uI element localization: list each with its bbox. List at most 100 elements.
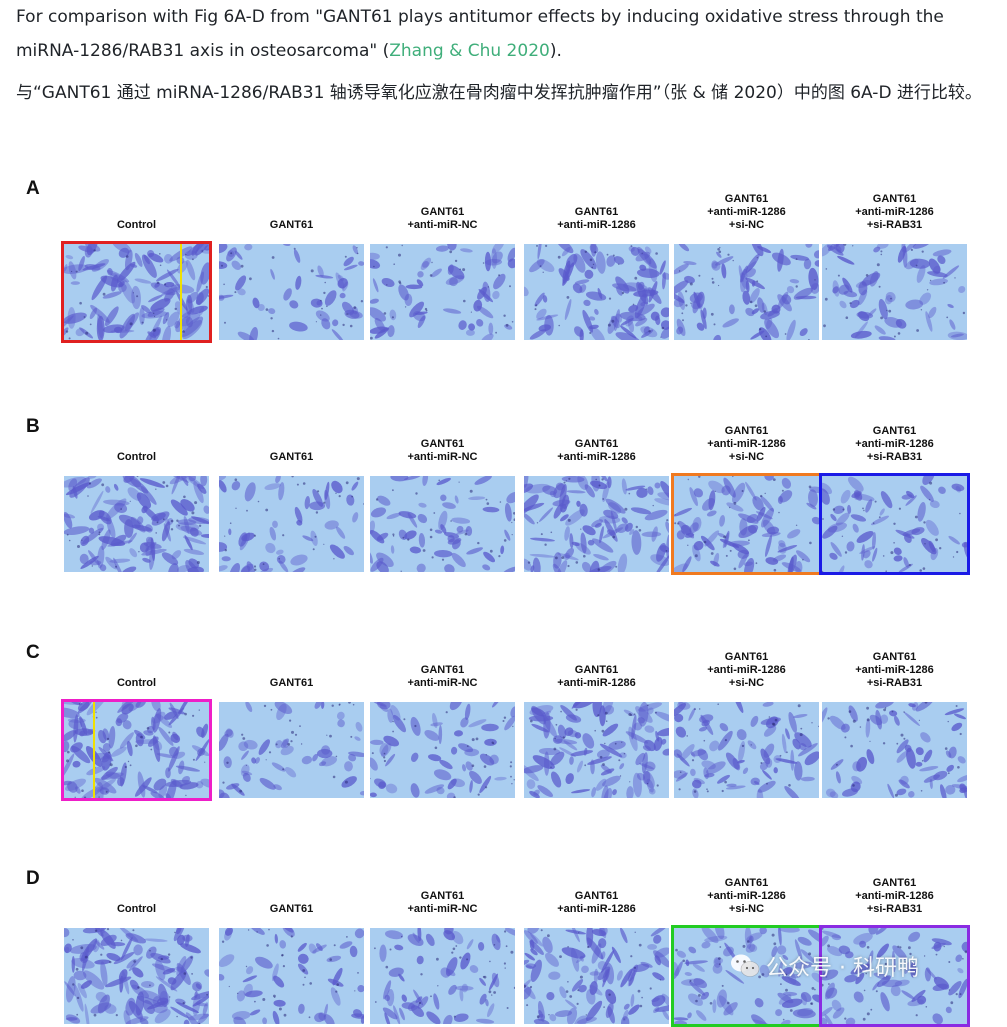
- column-label-line: +anti-miR-1286: [557, 219, 636, 231]
- column-label-line: GANT61: [269, 219, 314, 231]
- column-label-line: GANT61: [724, 193, 769, 205]
- column-label-line: +anti-miR-1286: [557, 451, 636, 463]
- column-label-line: +anti-miR-NC: [407, 677, 478, 689]
- micrograph-image: [822, 702, 967, 798]
- micrograph-image: [674, 476, 819, 572]
- column-label-line: +si-NC: [728, 451, 765, 463]
- column-label: Control: [62, 677, 212, 690]
- column-label-line: GANT61: [420, 664, 465, 676]
- column-label: GANT61 +anti-miR-1286 +si-RAB31: [820, 425, 970, 464]
- column-label-line: GANT61: [872, 425, 917, 437]
- column-label: GANT61 +anti-miR-1286 +si-RAB31: [820, 651, 970, 690]
- column-label-line: +anti-miR-1286: [557, 903, 636, 915]
- column-label-line: Control: [116, 219, 157, 231]
- column-label-line: GANT61: [724, 425, 769, 437]
- column-label: GANT61: [217, 677, 367, 690]
- micrograph-image: [64, 928, 209, 1024]
- column-label-line: +anti-miR-1286: [707, 206, 786, 218]
- micrograph-image: [822, 244, 967, 340]
- citation-link[interactable]: Zhang & Chu 2020: [389, 41, 550, 61]
- chinese-caption: 与“GANT61 通过 miRNA-1286/RAB31 轴诱导氧化应激在骨肉瘤…: [16, 83, 982, 103]
- column-label: GANT61: [217, 219, 367, 232]
- column-label-line: +si-NC: [728, 677, 765, 689]
- watermark: 公众号 · 科研鸭: [730, 951, 919, 981]
- column-label-line: +si-RAB31: [866, 451, 923, 463]
- wechat-icon: [731, 954, 760, 977]
- panel-c: C Control GANT61 GANT61 +anti-miR-NC GANT61 +a…: [20, 606, 985, 806]
- intro-text: For comparison with Fig 6A-D from "GANT6…: [16, 0, 991, 110]
- yellow-divider-line: [93, 702, 95, 798]
- column-label: GANT61 +anti-miR-1286 +si-NC: [672, 877, 822, 916]
- column-label-line: Control: [116, 451, 157, 463]
- micrograph-image: [524, 928, 669, 1024]
- column-label-line: +si-RAB31: [866, 219, 923, 231]
- column-label-line: +anti-miR-NC: [407, 903, 478, 915]
- column-label-line: GANT61: [269, 903, 314, 915]
- column-label: GANT61 +anti-miR-1286: [522, 438, 672, 464]
- micrograph-image: [524, 476, 669, 572]
- micrograph-image: [524, 702, 669, 798]
- column-label: GANT61 +anti-miR-NC: [368, 206, 518, 232]
- column-label-line: +si-NC: [728, 219, 765, 231]
- column-label-line: +anti-miR-1286: [707, 664, 786, 676]
- column-label: GANT61 +anti-miR-1286 +si-NC: [672, 193, 822, 232]
- caption-text-end: ).: [549, 41, 562, 61]
- column-label-line: GANT61: [574, 206, 619, 218]
- panel-letter: C: [26, 642, 40, 663]
- column-label: GANT61 +anti-miR-NC: [368, 890, 518, 916]
- column-label: GANT61 +anti-miR-1286 +si-NC: [672, 425, 822, 464]
- column-label: GANT61 +anti-miR-NC: [368, 664, 518, 690]
- yellow-divider-line: [180, 244, 182, 340]
- micrograph-image: [370, 702, 515, 798]
- column-label-line: +anti-miR-1286: [855, 206, 934, 218]
- panel-letter: B: [26, 416, 40, 437]
- micrograph-image: [64, 244, 209, 340]
- panel-letter: D: [26, 868, 40, 889]
- column-label-line: GANT61: [872, 877, 917, 889]
- micrograph-image: [524, 244, 669, 340]
- micrograph-image: [822, 476, 967, 572]
- column-label-line: GANT61: [420, 438, 465, 450]
- column-label: GANT61 +anti-miR-1286 +si-RAB31: [820, 193, 970, 232]
- column-label-line: +anti-miR-1286: [707, 890, 786, 902]
- micrograph-image: [370, 244, 515, 340]
- column-label: GANT61 +anti-miR-1286: [522, 664, 672, 690]
- micrograph-image: [370, 476, 515, 572]
- column-label-line: GANT61: [269, 451, 314, 463]
- column-label-line: +anti-miR-1286: [557, 677, 636, 689]
- column-label-line: GANT61: [574, 438, 619, 450]
- micrograph-image: [674, 244, 819, 340]
- column-label-line: GANT61: [872, 193, 917, 205]
- column-label: GANT61 +anti-miR-1286: [522, 890, 672, 916]
- column-label: GANT61 +anti-miR-1286 +si-RAB31: [820, 877, 970, 916]
- column-label-line: +si-RAB31: [866, 677, 923, 689]
- micrograph-image: [219, 244, 364, 340]
- column-label: Control: [62, 903, 212, 916]
- column-label-line: Control: [116, 677, 157, 689]
- column-label-line: Control: [116, 903, 157, 915]
- column-label-line: +anti-miR-1286: [855, 438, 934, 450]
- column-label: Control: [62, 219, 212, 232]
- column-label-line: +si-RAB31: [866, 903, 923, 915]
- column-label-line: GANT61: [574, 664, 619, 676]
- column-label-line: +anti-miR-NC: [407, 451, 478, 463]
- column-label: GANT61 +anti-miR-NC: [368, 438, 518, 464]
- panel-a: A Control GANT61 GANT61 +anti-miR-NC GANT61 +a…: [20, 160, 985, 348]
- column-label-line: GANT61: [420, 890, 465, 902]
- column-label-line: GANT61: [872, 651, 917, 663]
- column-label-line: +si-NC: [728, 903, 765, 915]
- micrograph-image: [219, 476, 364, 572]
- micrograph-image: [219, 702, 364, 798]
- column-label-line: +anti-miR-1286: [707, 438, 786, 450]
- column-label: GANT61 +anti-miR-1286 +si-NC: [672, 651, 822, 690]
- column-label-line: +anti-miR-NC: [407, 219, 478, 231]
- column-label: GANT61 +anti-miR-1286: [522, 206, 672, 232]
- watermark-text: 公众号 · 科研鸭: [766, 956, 919, 981]
- english-caption: For comparison with Fig 6A-D from "GANT6…: [16, 0, 991, 68]
- column-label-line: GANT61: [574, 890, 619, 902]
- column-label: GANT61: [217, 451, 367, 464]
- column-label-line: GANT61: [724, 877, 769, 889]
- column-label-line: GANT61: [269, 677, 314, 689]
- micrograph-image: [674, 702, 819, 798]
- column-label-line: GANT61: [420, 206, 465, 218]
